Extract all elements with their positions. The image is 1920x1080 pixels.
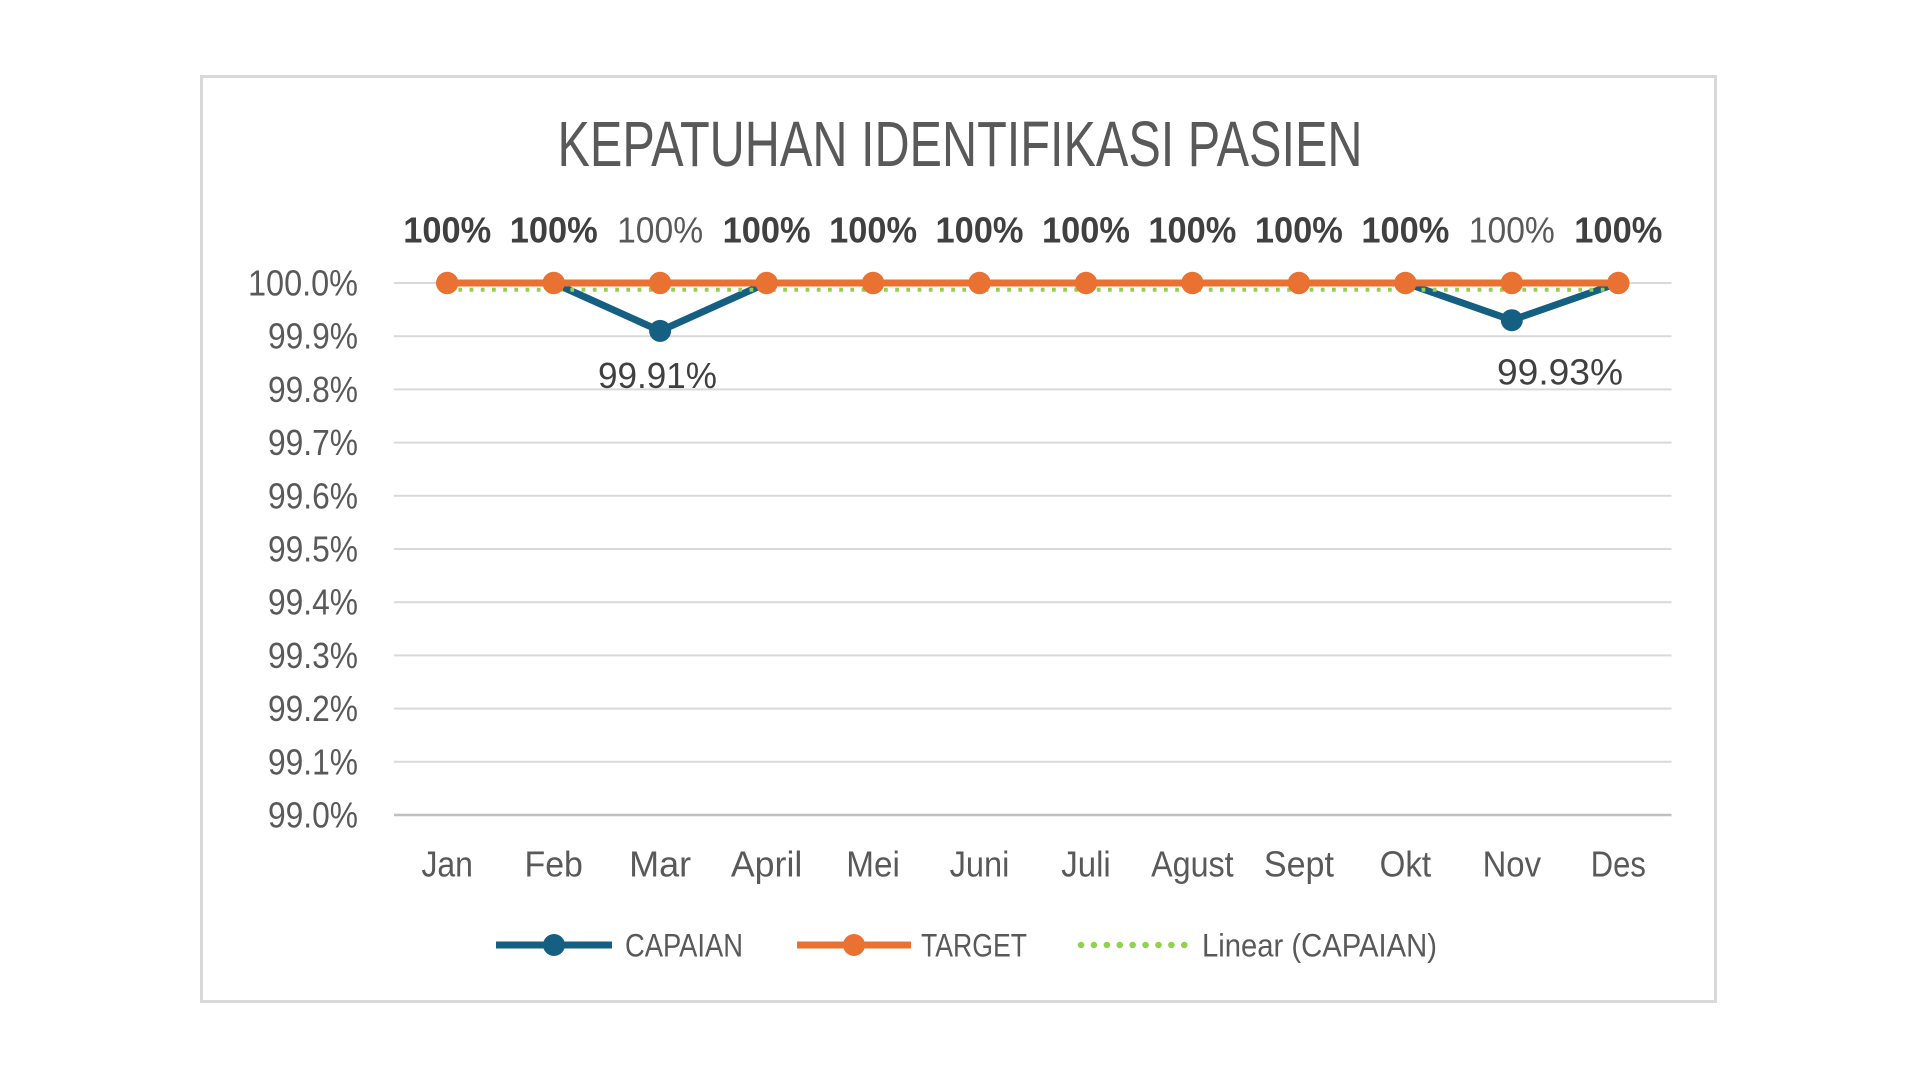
svg-text:April: April — [731, 844, 803, 885]
svg-text:100%: 100% — [617, 210, 703, 251]
svg-text:Sept: Sept — [1264, 844, 1334, 885]
svg-text:99.3%: 99.3% — [268, 635, 358, 676]
svg-text:Okt: Okt — [1380, 844, 1432, 885]
svg-text:100%: 100% — [1469, 210, 1555, 251]
svg-text:100%: 100% — [1361, 210, 1449, 251]
svg-text:99.7%: 99.7% — [268, 422, 358, 463]
svg-text:TARGET: TARGET — [921, 928, 1027, 964]
svg-text:Mei: Mei — [846, 844, 900, 885]
svg-text:100%: 100% — [1148, 210, 1236, 251]
svg-text:99.2%: 99.2% — [268, 688, 358, 729]
svg-text:100.0%: 100.0% — [248, 263, 358, 304]
svg-text:99.8%: 99.8% — [268, 369, 358, 410]
svg-text:Mar: Mar — [629, 844, 691, 885]
svg-text:KEPATUHAN IDENTIFIKASI PASIEN: KEPATUHAN IDENTIFIKASI PASIEN — [558, 108, 1363, 180]
svg-text:99.9%: 99.9% — [268, 316, 358, 357]
svg-text:100%: 100% — [936, 210, 1024, 251]
svg-text:99.1%: 99.1% — [268, 741, 358, 782]
svg-text:CAPAIAN: CAPAIAN — [625, 928, 743, 964]
svg-text:Linear (CAPAIAN): Linear (CAPAIAN) — [1202, 928, 1437, 964]
svg-text:Des: Des — [1591, 844, 1646, 885]
svg-text:Agust: Agust — [1151, 844, 1234, 885]
svg-text:100%: 100% — [510, 210, 598, 251]
svg-text:99.6%: 99.6% — [268, 475, 358, 516]
svg-text:99.0%: 99.0% — [268, 795, 358, 836]
svg-text:100%: 100% — [829, 210, 917, 251]
svg-text:Juni: Juni — [950, 844, 1010, 885]
svg-text:99.4%: 99.4% — [268, 582, 358, 623]
svg-text:100%: 100% — [403, 210, 491, 251]
svg-text:99.5%: 99.5% — [268, 529, 358, 570]
svg-text:Jan: Jan — [421, 844, 473, 885]
svg-text:99.93%: 99.93% — [1497, 352, 1623, 393]
svg-text:Juli: Juli — [1061, 844, 1111, 885]
svg-text:100%: 100% — [1574, 210, 1662, 251]
svg-text:Feb: Feb — [525, 844, 583, 885]
svg-text:100%: 100% — [723, 210, 811, 251]
svg-text:100%: 100% — [1255, 210, 1343, 251]
svg-text:Nov: Nov — [1483, 844, 1541, 885]
svg-text:100%: 100% — [1042, 210, 1130, 251]
svg-text:99.91%: 99.91% — [598, 355, 717, 396]
